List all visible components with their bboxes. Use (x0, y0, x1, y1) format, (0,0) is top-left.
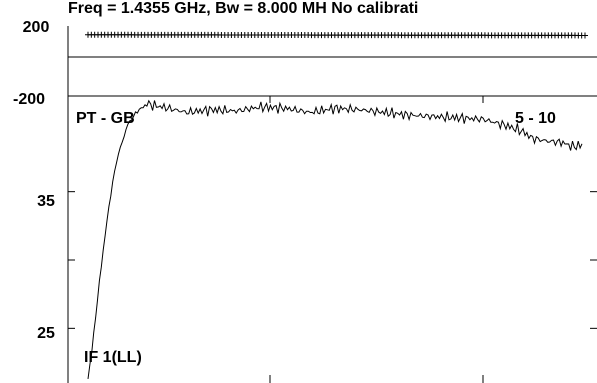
chart-title: Freq = 1.4355 GHz, Bw = 8.000 MH No cali… (68, 0, 418, 17)
y-tick-label-35: 35 (37, 193, 55, 210)
top-series-markers (85, 31, 588, 39)
annotation-left: PT - GB (76, 110, 135, 127)
main-panel-y-ticks (68, 191, 597, 329)
main-panel: 35 25 PT - GB 5 - 10 IF 1(LL) (37, 95, 597, 383)
y-tick-label-25: 25 (37, 325, 55, 342)
top-series-marker (582, 32, 588, 39)
top-y-tick-label-neg200: -200 (13, 91, 45, 108)
annotation-bottom: IF 1(LL) (84, 349, 142, 366)
annotation-right: 5 - 10 (515, 110, 556, 127)
top-y-tick-label-200: 200 (23, 19, 50, 36)
top-panel: Freq = 1.4355 GHz, Bw = 8.000 MH No cali… (13, 0, 597, 108)
main-panel-x-ticks (269, 96, 484, 383)
main-series-line (87, 99, 583, 379)
